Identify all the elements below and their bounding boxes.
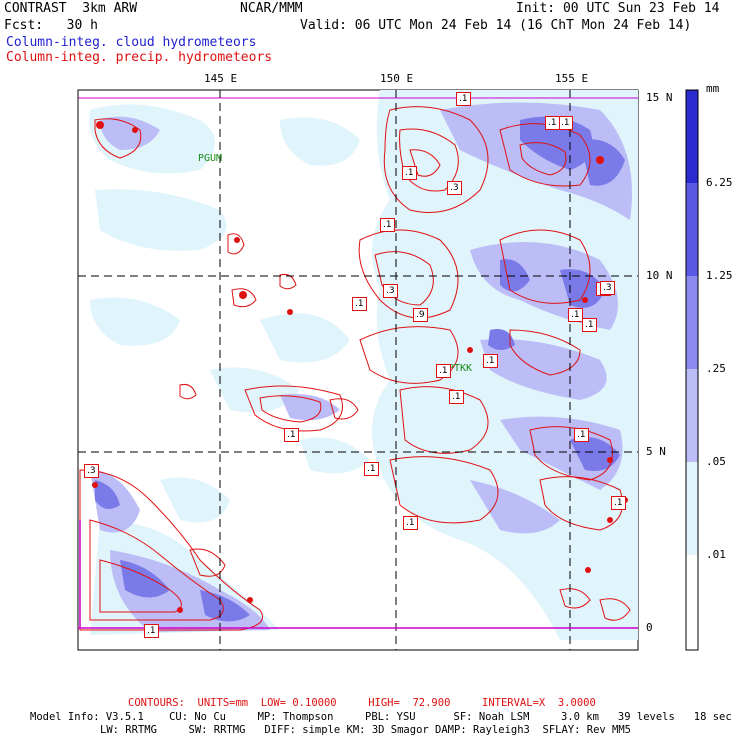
colorbar-level-0-25: .25 [706,362,726,375]
colorbar-unit: mm [706,82,720,95]
contour-label: .9 [413,308,428,322]
colorbar [685,89,699,651]
legend-precip: Column-integ. precip. hydrometeors [6,50,273,65]
footer-model-info-1: Model Info: V3.5.1 CU: No Cu MP: Thompso… [30,711,732,723]
contour-label: .3 [447,181,462,195]
valid-time: Valid: 06 UTC Mon 24 Feb 14 (16 ChT Mon … [300,18,692,33]
footer-contours: CONTOURS: UNITS=mm LOW= 0.10000 HIGH= 72… [128,697,596,709]
contour-label: .1 [403,516,418,530]
colorbar-level-6-25: 6.25 [706,176,733,189]
contour-label: .1 [545,116,560,130]
colorbar-level-0-01: .01 [706,548,726,561]
contour-label: .1 [558,116,573,130]
contour-label: .1 [380,218,395,232]
contour-label: .3 [84,464,99,478]
contour-label: .1 [436,364,451,378]
contour-label: .1 [284,428,299,442]
contour-label: .3 [383,284,398,298]
footer-model-info-2: LW: RRTMG SW: RRTMG DIFF: simple KM: 3D … [100,724,632,736]
contour-label: .1 [568,308,583,322]
contour-label: .1 [402,166,417,180]
lat-lon-grid [78,90,638,650]
lat-label-10n: 10 N [646,269,673,282]
contour-label: .1 [574,428,589,442]
lat-label-5n: 5 N [646,445,666,458]
legend-cloud: Column-integ. cloud hydrometeors [6,35,257,50]
title: CONTRAST 3km ARW [4,1,138,16]
colorbar-level-1-25: 1.25 [706,269,733,282]
contour-label: .1 [144,624,159,638]
lon-label-150e: 150 E [380,72,414,85]
colorbar-level-0-05: .05 [706,455,726,468]
contour-label: .1 [611,496,626,510]
place-ptkk: PTKK [448,363,473,374]
forecast-hour: Fcst: 30 h [4,18,98,33]
org-label: NCAR/MMM [240,1,303,16]
contour-label: .1 [352,297,367,311]
contour-label: .3 [600,281,615,295]
lat-label-15n: 15 N [646,91,673,104]
contour-label: .1 [456,92,471,106]
contour-label: .1 [449,390,464,404]
lat-label-0: 0 [646,621,653,634]
contour-label: .1 [364,462,379,476]
lon-label-155e: 155 E [555,72,589,85]
init-time: Init: 00 UTC Sun 23 Feb 14 [516,1,720,16]
place-pgum: PGUM [198,153,223,164]
contour-label: .1 [582,318,597,332]
contour-label: .1 [483,354,498,368]
lon-label-145e: 145 E [204,72,238,85]
hydrometeor-field [79,90,638,640]
